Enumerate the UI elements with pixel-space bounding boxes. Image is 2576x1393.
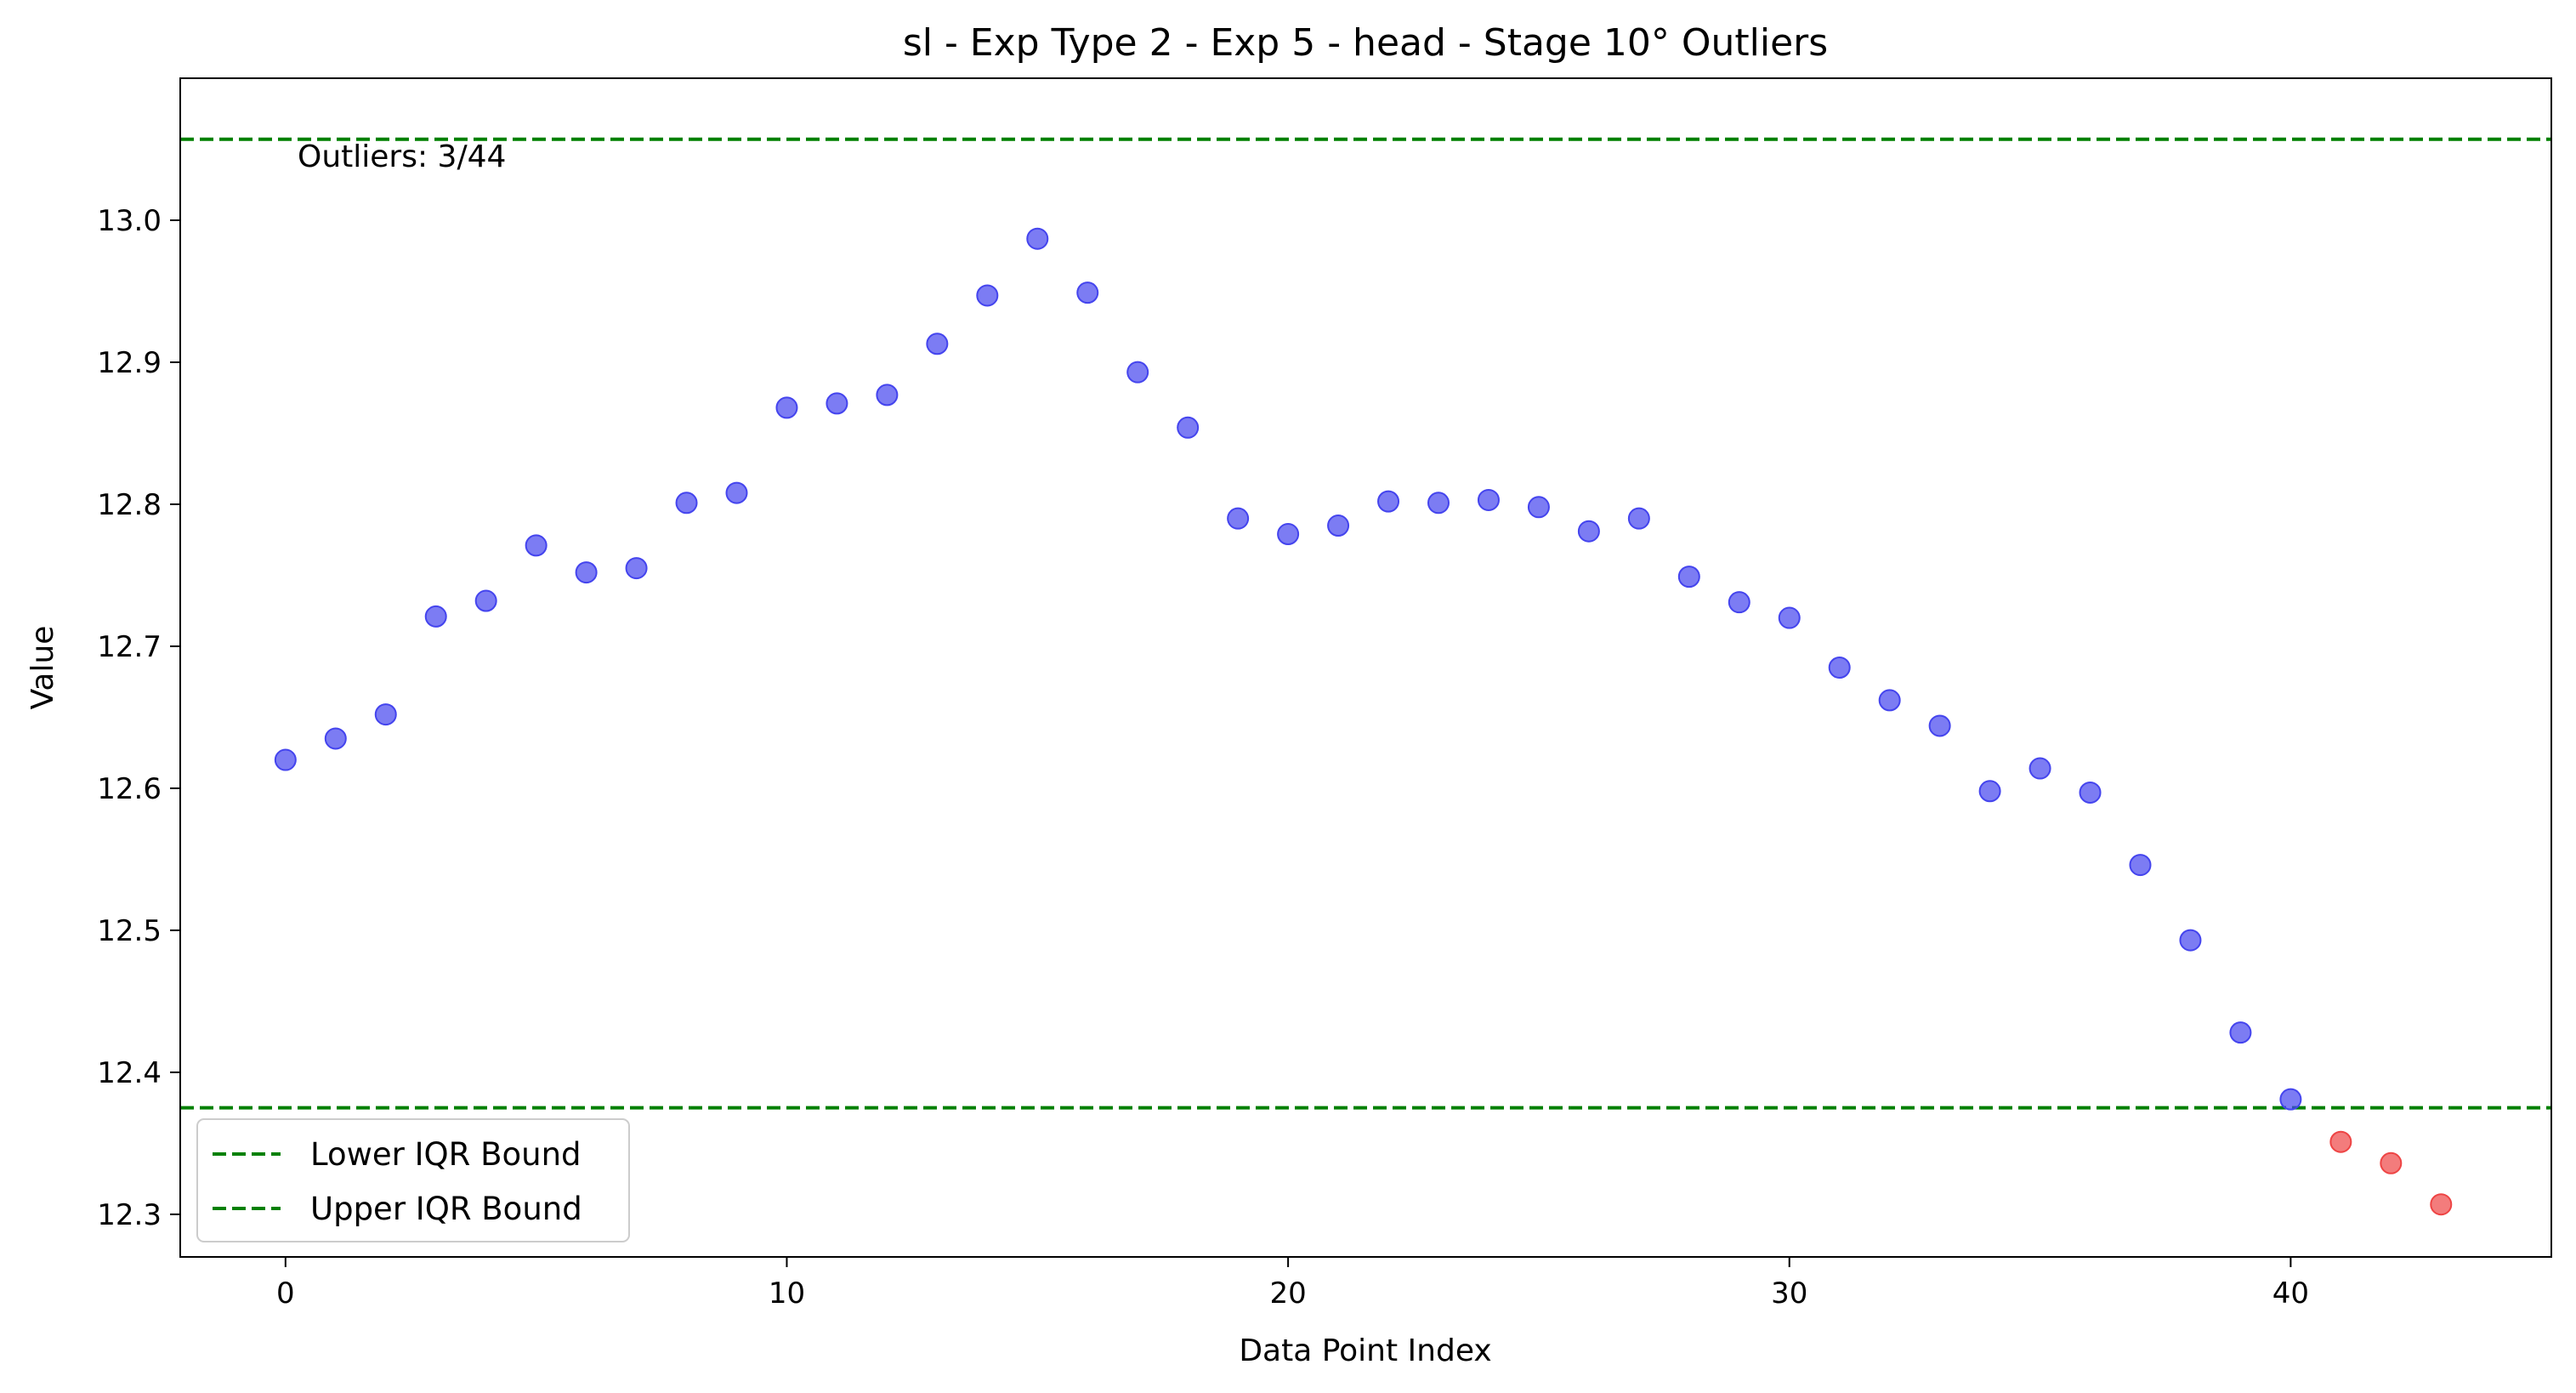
inlier-point bbox=[1978, 780, 2001, 803]
y-tick-label: 12.7 bbox=[97, 630, 162, 664]
inlier-point bbox=[1477, 488, 1500, 511]
y-tick-label: 12.4 bbox=[97, 1056, 162, 1090]
x-axis-label: Data Point Index bbox=[1239, 1333, 1491, 1368]
inlier-point bbox=[1227, 507, 1250, 530]
legend-lower-bound-label: Lower IQR Bound bbox=[310, 1136, 582, 1173]
y-tick-label: 12.9 bbox=[97, 346, 162, 380]
inlier-point bbox=[926, 333, 949, 355]
inlier-point bbox=[1076, 281, 1099, 304]
inlier-point bbox=[1327, 515, 1350, 537]
y-tick-label: 13.0 bbox=[97, 204, 162, 238]
outlier-point bbox=[2329, 1130, 2352, 1153]
inlier-point bbox=[2229, 1021, 2252, 1044]
inlier-point bbox=[625, 557, 648, 580]
outlier-point bbox=[2380, 1151, 2403, 1174]
inlier-point bbox=[324, 727, 347, 750]
x-axis-ticks: 0 10 20 30 40 bbox=[276, 1257, 2309, 1311]
inlier-point bbox=[1778, 606, 1801, 629]
inlier-point bbox=[2079, 781, 2102, 804]
inlier-point bbox=[675, 492, 698, 515]
inlier-point bbox=[1627, 507, 1650, 530]
y-tick-label: 12.8 bbox=[97, 488, 162, 522]
y-tick-label: 12.6 bbox=[97, 772, 162, 806]
inlier-point bbox=[1828, 657, 1851, 679]
inlier-point bbox=[826, 392, 848, 415]
inlier-point bbox=[2129, 854, 2152, 877]
y-axis-label: Value bbox=[26, 626, 60, 710]
inlier-point bbox=[1677, 566, 1700, 588]
outlier-count-annotation: Outliers: 3/44 bbox=[298, 139, 506, 174]
inlier-point bbox=[1928, 714, 1951, 737]
inlier-point bbox=[976, 284, 999, 307]
inlier-point bbox=[2028, 757, 2051, 780]
x-tick-label: 0 bbox=[276, 1276, 295, 1311]
inlier-point bbox=[1277, 523, 1300, 546]
legend: Lower IQR Bound Upper IQR Bound bbox=[196, 1118, 630, 1242]
inlier-point bbox=[1427, 492, 1450, 515]
x-tick-label: 10 bbox=[769, 1276, 805, 1311]
x-tick-label: 30 bbox=[1771, 1276, 1807, 1311]
inlier-point bbox=[1126, 361, 1149, 384]
inlier-point bbox=[374, 703, 397, 726]
inlier-point bbox=[2279, 1088, 2302, 1111]
inlier-point bbox=[1377, 490, 1400, 513]
inlier-point bbox=[274, 748, 297, 771]
y-tick-label: 12.3 bbox=[97, 1198, 162, 1232]
inlier-point bbox=[424, 605, 447, 628]
iqr-bound-lines bbox=[180, 137, 2551, 1110]
legend-upper-bound-label: Upper IQR Bound bbox=[310, 1191, 582, 1227]
inlier-point bbox=[474, 589, 497, 612]
inlier-point bbox=[1177, 416, 1200, 439]
y-axis-ticks: 12.3 12.4 12.5 12.6 12.7 12.8 12.9 13.0 bbox=[97, 204, 180, 1232]
y-tick-label: 12.5 bbox=[97, 914, 162, 948]
inlier-point bbox=[1527, 496, 1550, 519]
x-tick-label: 20 bbox=[1269, 1276, 1306, 1311]
data-points bbox=[274, 227, 2453, 1216]
inlier-point bbox=[525, 534, 548, 557]
x-tick-label: 40 bbox=[2272, 1276, 2309, 1311]
inlier-point bbox=[775, 396, 798, 419]
inlier-point bbox=[876, 384, 899, 407]
inlier-point bbox=[1878, 689, 1901, 712]
inlier-point bbox=[1577, 520, 1600, 543]
chart-title: sl - Exp Type 2 - Exp 5 - head - Stage 1… bbox=[903, 21, 1828, 65]
plot-frame bbox=[179, 77, 2552, 1258]
inlier-point bbox=[1026, 227, 1049, 250]
inlier-point bbox=[1728, 591, 1750, 614]
inlier-point bbox=[725, 481, 748, 504]
outlier-point bbox=[2430, 1193, 2453, 1216]
legend-box bbox=[196, 1118, 630, 1242]
inlier-point bbox=[2179, 929, 2202, 952]
inlier-point bbox=[575, 561, 598, 584]
